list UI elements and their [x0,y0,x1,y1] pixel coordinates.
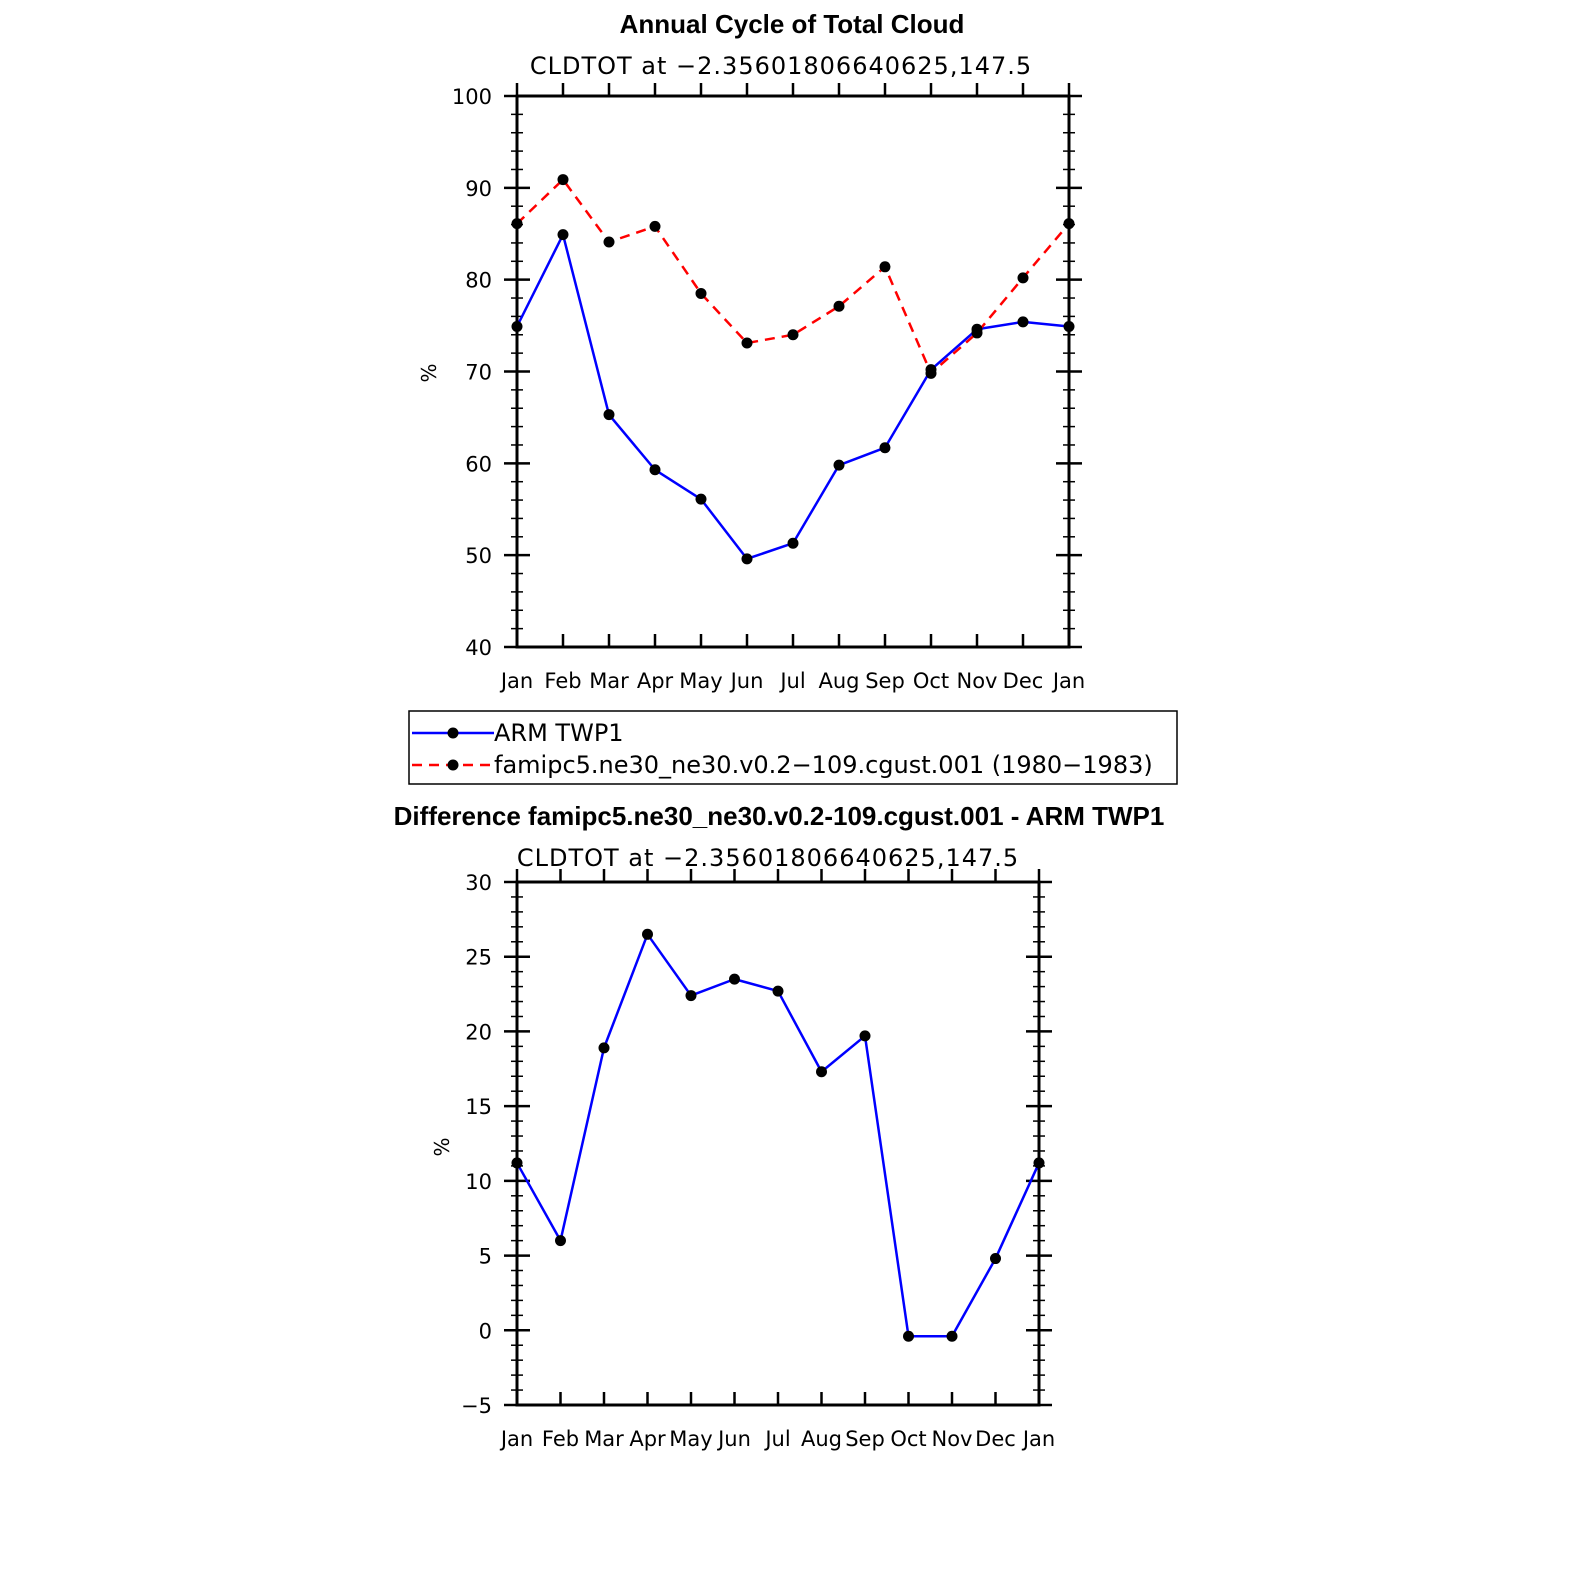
x-tick-label: Apr [629,1427,666,1451]
plot-area: −5 0 5 10 15 20 25 30 Jan Feb Mar Apr May Jun Jul Aug Se… [461,869,1055,1451]
x-tick-label: Mar [589,669,629,693]
series-1-point [649,220,661,232]
series-0-point [603,409,615,421]
x-tick-label: Jan [499,1427,533,1451]
series-1-point [557,174,569,186]
x-tick-label: Nov [932,1427,973,1451]
x-tick-label: Aug [818,669,859,693]
series-0-point [859,1030,871,1042]
series-1-point [603,236,615,248]
legend-marker-arm [447,727,459,739]
x-tick-label: Jun [716,1427,751,1451]
x-tick-label: Jul [763,1427,790,1451]
x-tick-label: Jun [729,669,764,693]
chart-subtitle: CLDTOT at −2.35601806640625,147.5 [530,52,1032,80]
series-0-point [946,1330,958,1342]
x-tick-label: Jan [1021,1427,1055,1451]
legend-label-arm: ARM TWP1 [494,719,624,747]
x-tick-label: Feb [542,1427,579,1451]
series-0-point [772,985,784,997]
series-line-1 [516,178,1070,375]
y-tick-label: 0 [479,1319,492,1343]
series-1-point [971,327,983,339]
legend-box [408,710,1178,785]
series-0-point [787,537,799,549]
series-0-point [511,1157,523,1169]
x-tick-label: May [679,669,722,693]
y-tick-label: 80 [465,269,492,293]
series-0-point [642,928,653,940]
y-tick-label: 40 [465,636,492,660]
y-tick-label: 70 [465,361,492,385]
x-tick-label: Aug [801,1427,842,1451]
y-axis-label: % [430,1137,454,1156]
legend: ARM TWP1 famipc5.ne30_ne30.v0.2−109.cgus… [408,710,1178,785]
series-0-point [685,990,697,1002]
series-0-point [816,1066,827,1078]
x-tick-label: Nov [957,669,998,693]
y-tick-label: 60 [465,452,492,476]
plot-area: 40 50 60 70 80 90 100 Jan Feb Mar Apr May Jun Jul Aug S… [452,83,1085,693]
series-0-point [879,442,891,454]
series-0-point [729,973,740,985]
y-tick-label: 90 [465,177,492,201]
y-tick-label: 15 [465,1095,492,1119]
y-tick-label: 25 [465,946,492,970]
series-0-point [598,1042,610,1054]
x-tick-label: Mar [584,1427,624,1451]
series-0-point [741,553,753,565]
series-0-point [511,321,523,333]
y-tick-label: 50 [465,544,492,568]
x-tick-label: Sep [845,1427,885,1451]
chart-subtitle: CLDTOT at −2.35601806640625,147.5 [517,844,1019,872]
series-0-point [1017,316,1029,328]
series-1-point [1017,272,1029,284]
y-axis-label: % [417,363,441,382]
plot-frame [515,880,1041,1407]
x-tick-label: Jan [1051,669,1085,693]
series-1-point [833,300,845,312]
series-0-point [903,1330,914,1342]
legend-label-model: famipc5.ne30_ne30.v0.2−109.cgust.001 (19… [494,751,1153,779]
series-1-point [511,218,523,230]
series-1-point [787,329,799,341]
difference-chart: Difference famipc5.ne30_ne30.v0.2-109.cg… [394,801,1165,1451]
legend-marker-model [447,759,459,771]
series-1-point [741,337,753,349]
series-1-point [1063,218,1075,230]
y-tick-label: 5 [479,1245,492,1269]
chart-title: Difference famipc5.ne30_ne30.v0.2-109.cg… [394,801,1165,831]
series-line-0 [515,233,1070,561]
annual-cycle-chart: Annual Cycle of Total Cloud CLDTOT at −2… [417,9,1085,693]
y-tick-label: 20 [465,1020,492,1044]
series-1-point [879,261,891,273]
series-0-point [833,459,845,471]
x-tick-label: Jul [778,669,805,693]
series-0-point [990,1253,1001,1265]
x-tick-label: May [669,1427,712,1451]
series-0-point [1033,1157,1045,1169]
series-0-point [557,229,569,241]
x-tick-label: Dec [1003,669,1044,693]
series-1-point [925,367,937,379]
plot-frame [515,94,1071,649]
x-tick-label: Sep [865,669,905,693]
x-tick-label: Jan [499,669,533,693]
series-0-point [555,1235,566,1247]
x-tick-label: Apr [637,669,674,693]
x-tick-label: Oct [913,669,949,693]
y-tick-label: −5 [461,1394,492,1418]
series-1-point [695,287,707,299]
y-tick-label: 30 [465,871,492,895]
series-0-point [695,493,707,505]
chart-title: Annual Cycle of Total Cloud [620,9,965,39]
x-tick-label: Feb [544,669,581,693]
series-0-point [649,464,661,476]
x-tick-label: Oct [890,1427,926,1451]
y-tick-label: 10 [465,1170,492,1194]
series-0-point [1063,321,1075,333]
x-tick-label: Dec [975,1427,1016,1451]
y-tick-label: 100 [452,85,492,109]
